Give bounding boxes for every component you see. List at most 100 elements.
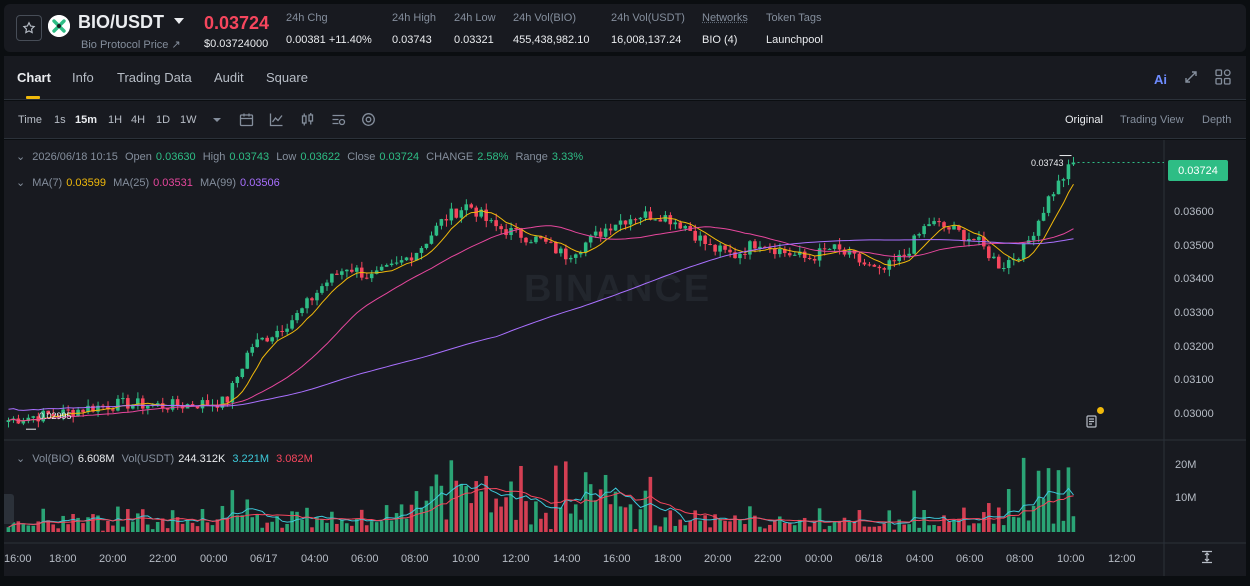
ma25-value: 0.03531 — [153, 177, 193, 189]
volume-bar — [514, 519, 518, 532]
stat-networks[interactable]: Networks BIO (4) — [702, 12, 748, 46]
volume-bar — [573, 504, 578, 532]
volume-bar — [957, 518, 961, 532]
candle-body — [240, 368, 245, 378]
kline-chart[interactable]: BINANCE ⌄ 2026/06/18 10:15 Open 0.03630 H… — [4, 140, 1246, 576]
candle-body — [51, 414, 55, 416]
candle-body — [369, 273, 374, 279]
time-axis-label: 18:00 — [49, 553, 77, 565]
candle-body — [827, 248, 832, 250]
layout-grid-icon[interactable] — [1215, 69, 1231, 85]
chevron-down-icon[interactable]: ⌄ — [16, 151, 26, 163]
timeframe-1s[interactable]: 1s — [54, 114, 66, 126]
chevron-down-icon[interactable]: ⌄ — [16, 177, 26, 189]
volume-bar — [106, 520, 110, 532]
volume-bar — [131, 521, 135, 532]
time-axis-label: 12:00 — [502, 553, 530, 565]
candle-body — [1056, 180, 1061, 195]
volume-bar — [777, 516, 782, 532]
notes-icon[interactable] — [1085, 414, 1099, 428]
view-depth[interactable]: Depth — [1202, 114, 1232, 126]
tab-chart[interactable]: Chart — [17, 70, 51, 85]
expand-icon[interactable] — [1184, 70, 1198, 84]
candle-body — [549, 241, 553, 243]
view-original[interactable]: Original — [1065, 114, 1103, 126]
chevron-down-icon[interactable]: ⌄ — [16, 453, 26, 465]
volume-bar — [235, 515, 240, 532]
calendar-icon[interactable] — [239, 112, 254, 127]
pair-selector[interactable]: BIO/USDT — [78, 12, 165, 32]
volume-bar — [76, 517, 80, 532]
candle-body — [847, 250, 852, 255]
more-timeframes-caret-icon[interactable] — [212, 117, 222, 123]
volume-bar — [41, 508, 46, 532]
volume-bar — [215, 519, 220, 532]
candle-body — [534, 236, 538, 243]
volume-bar — [1051, 523, 1056, 532]
tab-info[interactable]: Info — [72, 70, 94, 85]
timeframe-time[interactable]: Time — [18, 114, 43, 126]
volume-bar — [743, 524, 747, 532]
stat-value: 0.03743 — [392, 34, 432, 46]
candle-body — [1051, 194, 1056, 197]
tab-audit[interactable]: Audit — [214, 70, 244, 85]
volume-bar — [932, 524, 936, 532]
chart-panel-handle[interactable] — [4, 494, 14, 524]
tab-trading-data[interactable]: Trading Data — [117, 70, 192, 85]
time-axis-label: 04:00 — [301, 553, 329, 565]
range-value: 3.33% — [551, 151, 584, 163]
volume-bar — [967, 525, 971, 532]
candle-body — [340, 271, 344, 275]
vol-bio-value: 6.608M — [77, 453, 115, 465]
change-value: 2.58% — [477, 151, 509, 163]
candle-type-icon[interactable] — [300, 112, 315, 127]
tab-square[interactable]: Square — [266, 70, 308, 85]
token-tag-link[interactable]: Launchpool — [766, 34, 823, 46]
candle-body — [145, 406, 150, 409]
timeframe-1w[interactable]: 1W — [180, 114, 197, 126]
volume-bar — [1056, 470, 1061, 532]
volume-bar — [539, 518, 543, 532]
volume-bar — [190, 522, 195, 532]
timeframe-4h[interactable]: 4H — [131, 114, 146, 126]
candle-body — [987, 246, 991, 259]
candle-body — [260, 337, 264, 340]
volume-bar — [36, 521, 41, 532]
candle-body — [683, 226, 688, 229]
volume-bar — [1021, 457, 1026, 532]
volume-bar — [205, 522, 210, 532]
price-page-link[interactable]: Bio Protocol Price ↗ — [81, 39, 181, 51]
volume-bar — [414, 491, 419, 532]
candle-body — [235, 377, 240, 383]
candle-body — [668, 215, 673, 225]
view-trading-view[interactable]: Trading View — [1120, 114, 1184, 126]
target-icon[interactable] — [361, 112, 376, 127]
volume-bar — [987, 503, 991, 532]
volume-bar — [195, 526, 200, 532]
candle-body — [121, 398, 125, 400]
timeframe-1d[interactable]: 1D — [156, 114, 171, 126]
settings-icon[interactable] — [331, 112, 346, 127]
candle-body — [613, 224, 618, 231]
volume-bar — [340, 519, 344, 532]
candle-body — [1041, 212, 1046, 221]
volume-bar — [280, 527, 284, 532]
stat-label: 24h Chg — [286, 12, 328, 24]
timeframe-15m[interactable]: 15m — [75, 114, 98, 126]
chevron-down-icon[interactable] — [174, 18, 184, 24]
fit-chart-icon[interactable] — [1200, 550, 1214, 564]
candle-body — [927, 224, 931, 227]
volume-bar — [464, 486, 469, 532]
volume-bar — [852, 522, 857, 532]
stat-24h-vol-usdt: 24h Vol(USDT) 16,008,137.24 — [611, 12, 685, 46]
ai-assistant-button[interactable]: Ai — [1154, 72, 1167, 87]
time-axis-label: 16:00 — [4, 553, 32, 565]
chart-canvas[interactable] — [4, 140, 1246, 576]
volume-bar — [658, 526, 663, 532]
volume-bar — [285, 523, 289, 532]
favorite-star-button[interactable] — [16, 15, 42, 41]
volume-bar — [892, 529, 897, 532]
timeframe-1h[interactable]: 1H — [108, 114, 123, 126]
indicators-icon[interactable] — [269, 112, 284, 127]
volume-bar — [633, 528, 638, 532]
